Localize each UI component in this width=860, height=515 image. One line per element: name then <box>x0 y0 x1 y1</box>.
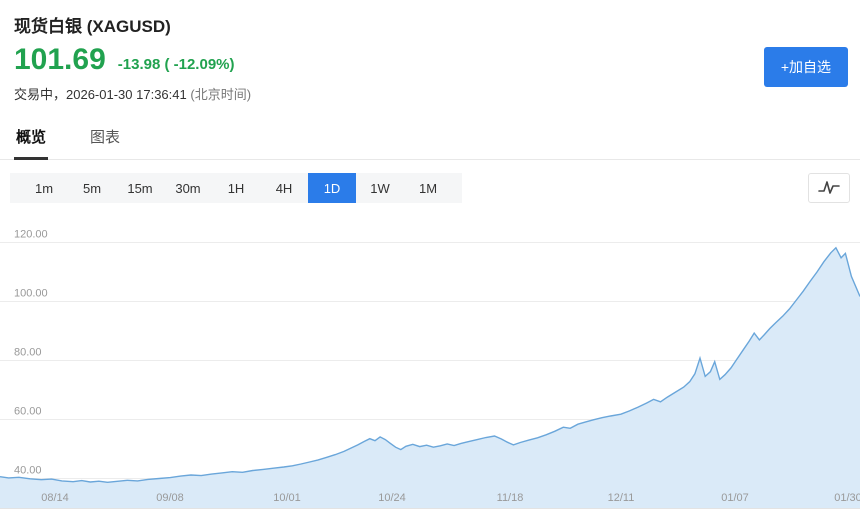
period-15m[interactable]: 15m <box>116 173 164 203</box>
x-axis-label: 01/30 <box>834 492 860 504</box>
period-1d[interactable]: 1D <box>308 173 356 203</box>
x-axis-label: 12/11 <box>608 492 635 504</box>
chart-type-button[interactable] <box>808 173 850 203</box>
x-axis-label: 10/01 <box>273 492 301 504</box>
period-1w[interactable]: 1W <box>356 173 404 203</box>
x-axis-label: 10/24 <box>378 492 406 504</box>
tab-chart[interactable]: 图表 <box>90 129 121 146</box>
quote-header: 现货白银 (XAGUSD) 101.69 -13.98 ( -12.09%) 交… <box>0 0 860 103</box>
page-title: 现货白银 (XAGUSD) <box>14 17 171 36</box>
period-1m[interactable]: 1m <box>20 173 68 203</box>
add-watchlist-button[interactable]: +加自选 <box>763 47 848 87</box>
period-4h[interactable]: 4H <box>260 173 308 203</box>
x-axis-label: 08/14 <box>41 492 69 504</box>
tab-overview[interactable]: 概览 <box>14 117 49 160</box>
y-axis-label: 80.00 <box>14 347 42 359</box>
period-1m-month[interactable]: 1M <box>404 173 452 203</box>
y-axis-label: 60.00 <box>14 406 42 418</box>
chart-area: 40.00 60.00 80.00 100.00 120.00 08/14 09/08 10/… <box>0 213 860 509</box>
status-timezone: (北京时间) <box>190 87 252 102</box>
status-timestamp: 2026-01-30 17:36:41 <box>66 87 187 102</box>
x-axis-label: 09/08 <box>156 492 184 504</box>
trading-status: 交易中，2026-01-30 17:36:41 (北京时间) <box>14 84 846 103</box>
price-chart[interactable]: 40.00 60.00 80.00 100.00 120.00 08/14 09/08 10/… <box>0 213 860 508</box>
x-axis-label: 01/07 <box>721 492 749 504</box>
chart-toolbar: 1m 5m 15m 30m 1H 4H 1D 1W 1M <box>10 173 850 203</box>
tab-bar: 概览 图表 <box>0 117 860 160</box>
y-axis-label: 120.00 <box>14 229 48 241</box>
price-change: -13.98 ( -12.09%) <box>117 56 235 73</box>
price-line <box>0 246 860 484</box>
y-axis-label: 40.00 <box>14 465 42 477</box>
status-label: 交易中， <box>14 87 67 102</box>
x-axis-label: 11/18 <box>497 492 524 504</box>
price-row: 101.69 -13.98 ( -12.09%) <box>14 45 846 75</box>
period-1h[interactable]: 1H <box>212 173 260 203</box>
line-chart-icon <box>817 178 841 199</box>
period-30m[interactable]: 30m <box>164 173 212 203</box>
period-selector: 1m 5m 15m 30m 1H 4H 1D 1W 1M <box>10 173 462 203</box>
period-5m[interactable]: 5m <box>68 173 116 203</box>
y-axis-label: 100.00 <box>14 288 48 300</box>
current-price: 101.69 <box>14 43 106 76</box>
area-fill <box>0 247 860 508</box>
